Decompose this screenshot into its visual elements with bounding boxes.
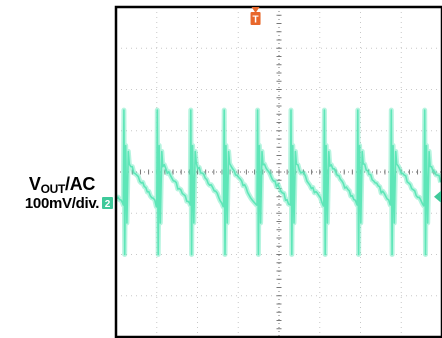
plot-frame	[114, 5, 442, 338]
y-axis-scale: 100mV/div.	[24, 195, 100, 212]
y-axis-label: VOUT/AC 100mV/div.	[8, 175, 116, 211]
channel-marker: 2	[102, 197, 113, 210]
trigger-box	[250, 12, 261, 25]
trigger-label: T	[252, 15, 258, 26]
trigger-arrow	[251, 7, 260, 13]
channel-label: 2	[105, 199, 111, 210]
trigger-marker: T	[250, 7, 261, 26]
ground-arrow-shape	[434, 190, 441, 203]
waveform-trace-line	[117, 109, 442, 256]
ground-level-arrow	[434, 190, 441, 203]
waveform-trace	[115, 107, 442, 257]
channel-box	[102, 197, 113, 209]
